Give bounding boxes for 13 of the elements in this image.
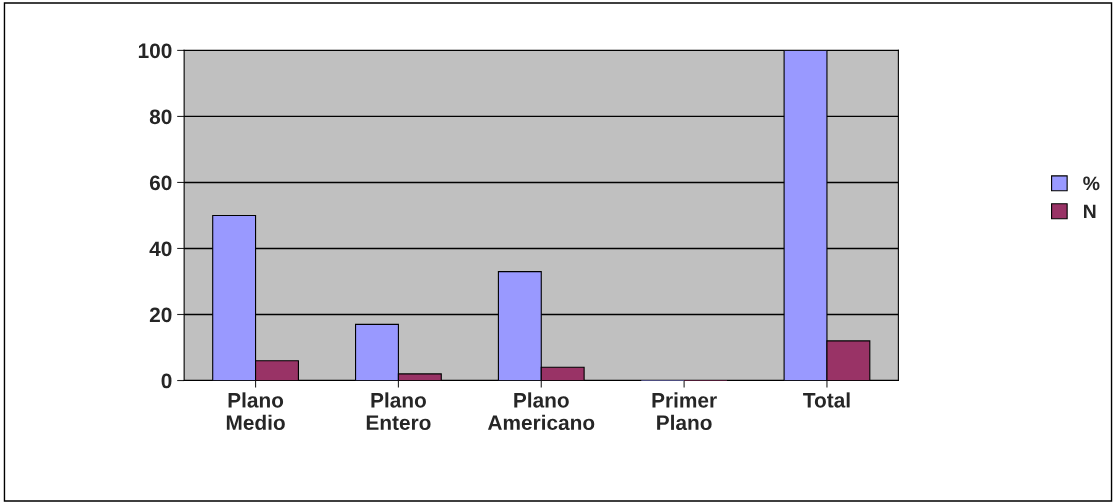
x-tick-label: Plano Americano bbox=[487, 392, 595, 431]
legend-label: N bbox=[1084, 204, 1096, 219]
x-tick-label: Plano Entero bbox=[366, 392, 431, 431]
y-tick-label: 60 bbox=[149, 175, 172, 191]
y-tick-label: 100 bbox=[138, 43, 172, 59]
x-tick-label: Plano Medio bbox=[226, 392, 285, 431]
y-tick-label: 20 bbox=[149, 307, 172, 323]
y-tick-label: 80 bbox=[149, 109, 172, 125]
x-tick-label: Total bbox=[803, 392, 850, 408]
legend-label: % bbox=[1083, 176, 1100, 191]
x-tick-label: Primer Plano bbox=[652, 392, 717, 431]
y-tick-label: 0 bbox=[161, 373, 172, 389]
y-tick-label: 40 bbox=[149, 241, 172, 257]
